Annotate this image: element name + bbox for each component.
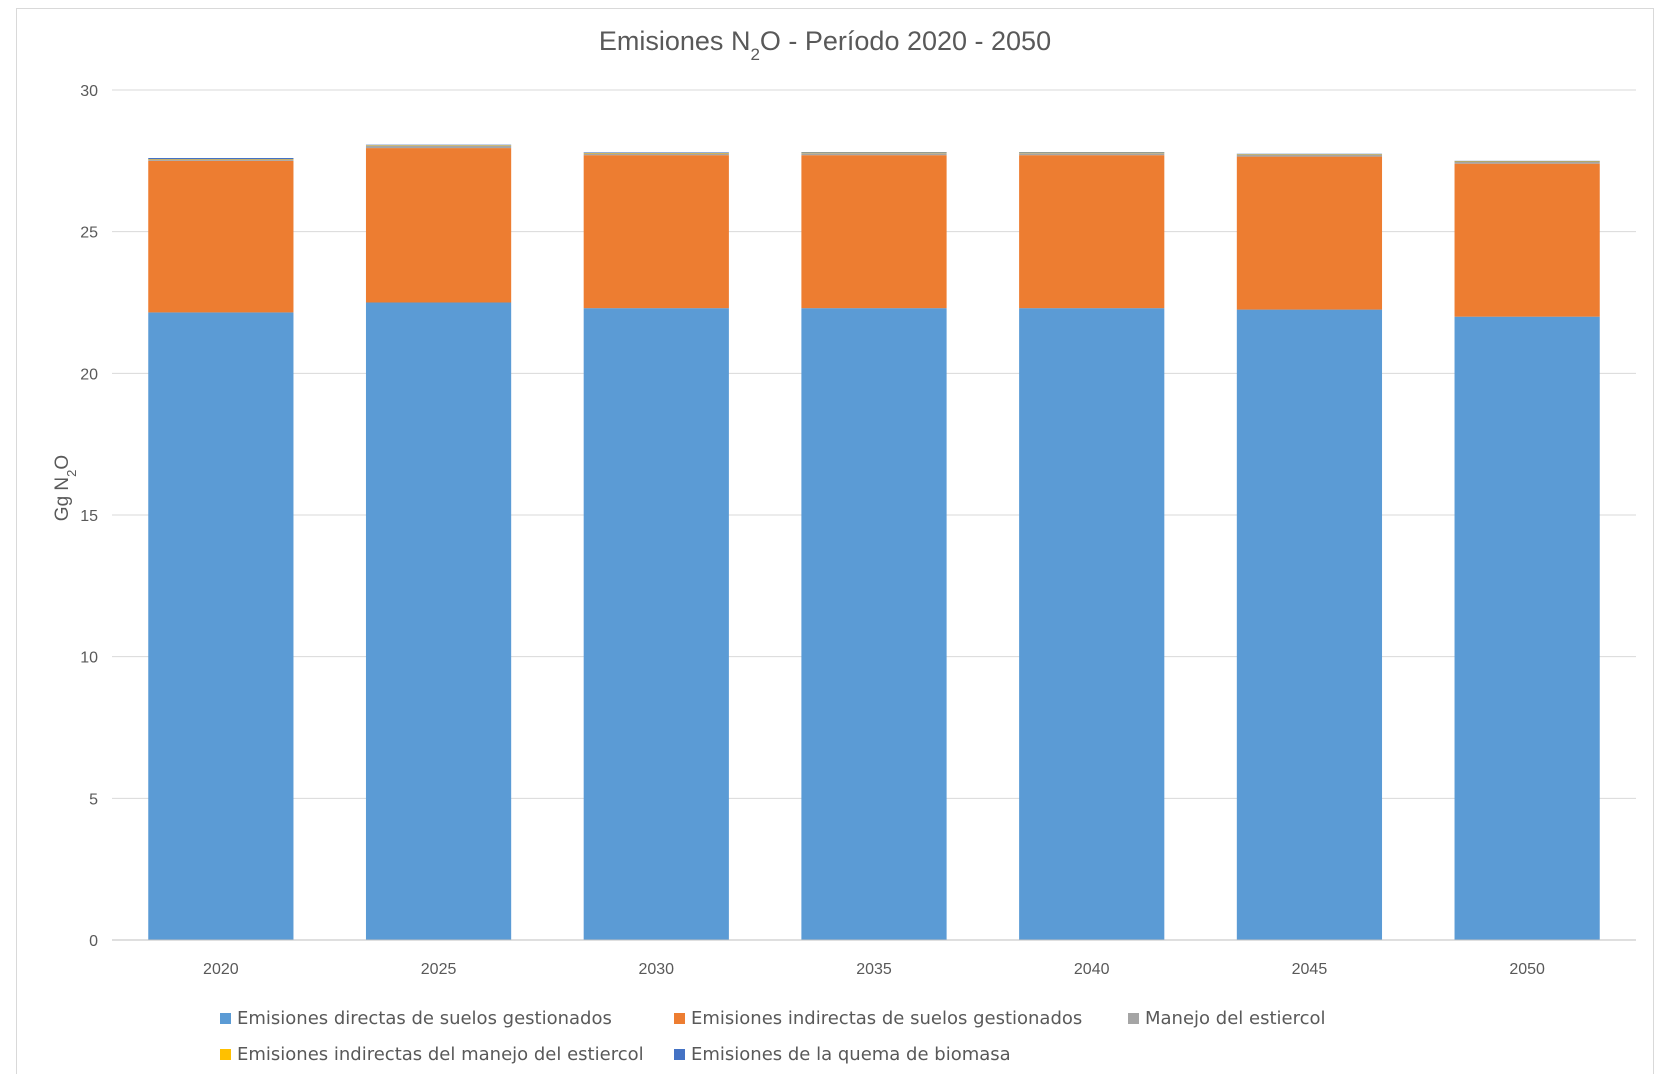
y-tick-label: 10 [80, 650, 98, 667]
bar-segment [365, 145, 512, 149]
bar-segment [148, 159, 294, 161]
legend-row-1: Emisiones directas de suelos gestionados… [220, 1000, 1620, 1036]
legend-item: Emisiones de la quema de biomasa [674, 1044, 1011, 1065]
bar-segment [1236, 309, 1383, 940]
bar-segment [1454, 160, 1600, 162]
bar-segment [365, 148, 512, 303]
x-tick-label: 2025 [421, 961, 457, 978]
y-tick-label: 0 [89, 933, 98, 950]
y-tick-label: 25 [80, 225, 98, 242]
bar-segment [1019, 153, 1165, 156]
legend-swatch [1128, 1012, 1139, 1024]
legend-label: Emisiones directas de suelos gestionados [237, 1007, 612, 1029]
y-tick-label: 30 [80, 83, 98, 100]
bar-segment [365, 145, 512, 146]
bars [148, 144, 1600, 941]
bar-segment [365, 144, 512, 146]
legend-swatch [674, 1048, 685, 1060]
bar-segment [1236, 156, 1383, 310]
bar-segment [1454, 316, 1600, 941]
y-tick-label: 20 [80, 366, 98, 383]
bar-segment [583, 308, 729, 941]
bar-segment [1454, 161, 1600, 164]
bar-segment [1019, 155, 1165, 309]
bar-segment [148, 158, 294, 160]
x-tick-label: 2045 [1292, 961, 1328, 978]
bar-segment [1019, 152, 1165, 153]
bar-segment [1019, 152, 1165, 154]
bar-segment [801, 308, 947, 941]
chart-title: Emisiones N2O - Período 2020 - 2050 [599, 26, 1051, 64]
bar-segment [1454, 161, 1600, 162]
bar-segment [583, 152, 729, 154]
bar-segment [1236, 154, 1383, 157]
bar-segment [801, 152, 947, 153]
bar-segment [148, 160, 294, 313]
bar-segment [583, 152, 729, 153]
legend-item: Emisiones indirectas de suelos gestionad… [674, 1008, 1128, 1029]
x-tick-label: 2030 [638, 961, 674, 978]
bar-segment [1454, 163, 1600, 317]
bar-segment [1019, 308, 1165, 941]
legend: Emisiones directas de suelos gestionados… [220, 1000, 1620, 1072]
bar-segment [801, 152, 947, 154]
bar-segment [583, 153, 729, 156]
x-tick-label: 2050 [1509, 961, 1545, 978]
bar-segment [801, 155, 947, 309]
bar-segment [148, 312, 294, 941]
legend-swatch [674, 1012, 685, 1024]
bar-segment [801, 153, 947, 156]
legend-item: Emisiones directas de suelos gestionados [220, 1008, 674, 1029]
x-tick-label: 2035 [856, 961, 892, 978]
x-tick-label: 2040 [1074, 961, 1110, 978]
legend-swatch [220, 1048, 231, 1060]
bar-segment [1236, 153, 1383, 155]
bar-segment [148, 159, 294, 160]
legend-label: Emisiones indirectas de suelos gestionad… [691, 1007, 1083, 1029]
legend-row-2: Emisiones indirectas del manejo del esti… [220, 1036, 1620, 1072]
legend-label: Emisiones indirectas del manejo del esti… [237, 1043, 644, 1065]
bar-segment [583, 155, 729, 309]
legend-item: Emisiones indirectas del manejo del esti… [220, 1044, 674, 1065]
legend-swatch [220, 1012, 231, 1024]
legend-item: Manejo del estiercol [1128, 1008, 1326, 1029]
x-tick-label: 2020 [203, 961, 239, 978]
legend-label: Emisiones de la quema de biomasa [691, 1043, 1011, 1065]
bar-segment [365, 302, 512, 940]
y-tick-label: 5 [89, 791, 98, 808]
legend-label: Manejo del estiercol [1145, 1007, 1326, 1029]
y-axis-title: Gg N2O [52, 455, 79, 521]
bar-segment [1236, 154, 1383, 155]
y-tick-label: 15 [80, 508, 98, 525]
